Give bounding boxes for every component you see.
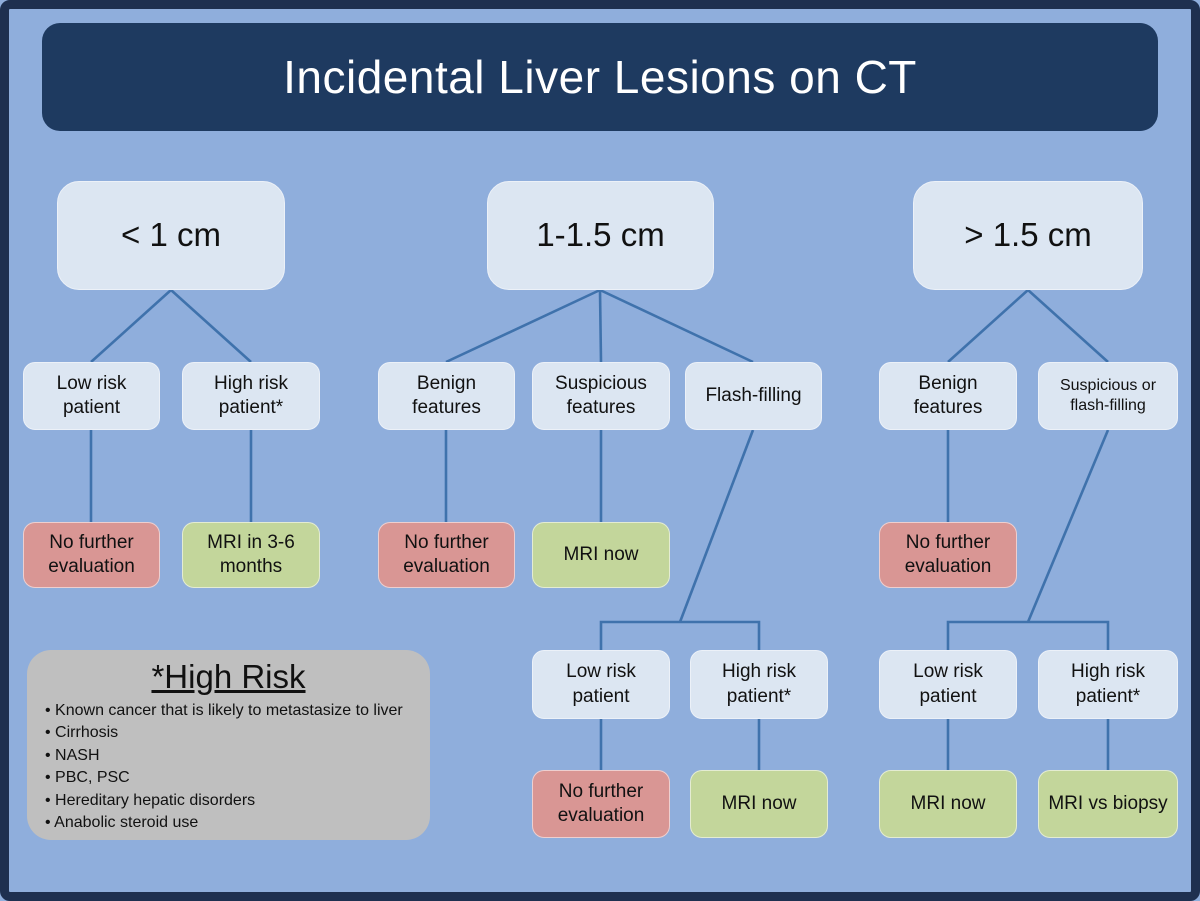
edge-flashfilling-branch [678,429,755,623]
decision-node-low-risk-patient-3: Low risk patient [879,650,1017,719]
note-item-pbc-psc: PBC, PSC [45,767,418,789]
high-risk-note-list: Known cancer that is likely to metastasi… [39,700,418,834]
outcome-mri-now-3: MRI now [879,770,1017,838]
edge-size2-suspicious [598,289,603,363]
edge-size1-highrisk [170,289,252,363]
outcome-no-further-evaluation-1: No further evaluation [23,522,160,588]
note-item-hereditary: Hereditary hepatic disorders [45,790,418,812]
high-risk-note: *High Risk Known cancer that is likely t… [27,650,430,840]
outcome-mri-now-2: MRI now [690,770,828,838]
bracket-suspicious3 [946,620,1110,651]
title-bar: Incidental Liver Lesions on CT [42,23,1158,131]
decision-node-low-risk-patient-2: Low risk patient [532,650,670,719]
size-node-lt-1cm: < 1 cm [57,181,285,290]
note-item-known-cancer: Known cancer that is likely to metastasi… [45,700,418,722]
note-item-nash: NASH [45,745,418,767]
decision-node-flash-filling: Flash-filling [685,362,822,430]
outcome-no-further-evaluation-2: No further evaluation [378,522,515,588]
edge-size3-benign [947,289,1029,363]
decision-node-high-risk-patient-2: High risk patient* [690,650,828,719]
size-node-gt-1p5cm: > 1.5 cm [913,181,1143,290]
outcome-mri-3-6-months: MRI in 3-6 months [182,522,320,588]
edge-suspicious3-branch [1026,429,1110,623]
decision-node-benign-features: Benign features [378,362,515,430]
decision-node-low-risk-patient: Low risk patient [23,362,160,430]
decision-node-benign-features-right: Benign features [879,362,1017,430]
note-item-cirrhosis: Cirrhosis [45,722,418,744]
outcome-mri-vs-biopsy: MRI vs biopsy [1038,770,1178,838]
outcome-no-further-evaluation-4: No further evaluation [532,770,670,838]
decision-node-suspicious-features: Suspicious features [532,362,670,430]
note-item-anabolic-steroid: Anabolic steroid use [45,812,418,834]
decision-node-high-risk-patient: High risk patient* [182,362,320,430]
high-risk-note-title: *High Risk [151,658,306,695]
outcome-no-further-evaluation-3: No further evaluation [879,522,1017,588]
edge-size1-lowrisk [90,289,172,363]
edge-size2-flashfilling [599,288,754,364]
size-node-1-1p5cm: 1-1.5 cm [487,181,714,290]
outcome-mri-now-1: MRI now [532,522,670,588]
decision-node-suspicious-or-flash-filling: Suspicious or flash-filling [1038,362,1178,430]
bracket-flashfilling [599,620,761,651]
edge-size3-suspicious [1027,289,1109,363]
edge-size2-benign [445,288,601,364]
page-title: Incidental Liver Lesions on CT [283,51,917,103]
decision-node-high-risk-patient-3: High risk patient* [1038,650,1178,719]
